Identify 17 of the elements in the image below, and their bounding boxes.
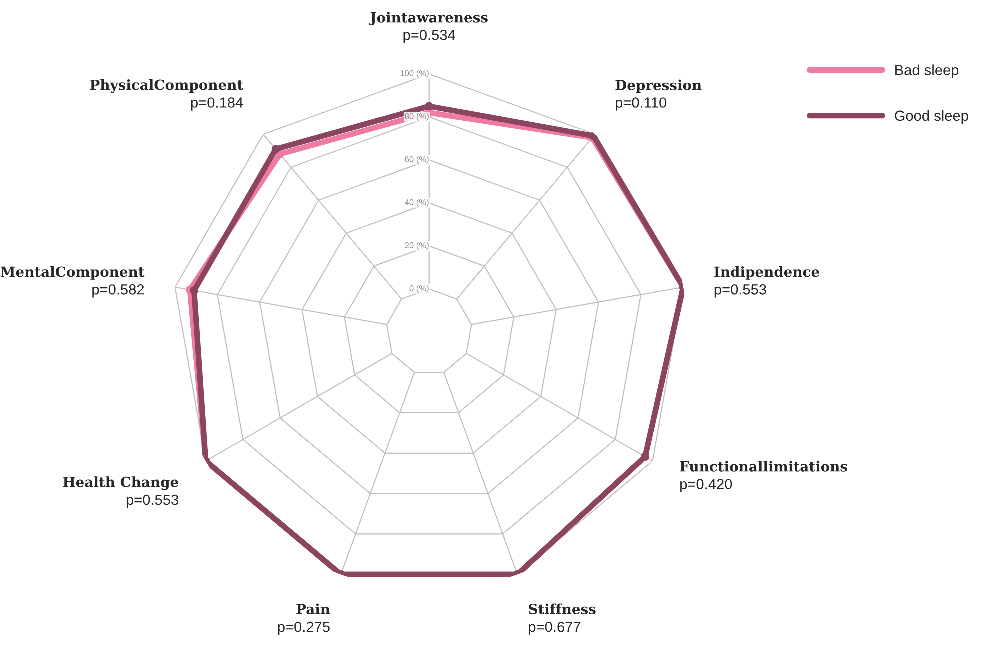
spoke-label: Health Change p=0.553 bbox=[63, 476, 178, 508]
spoke-label: Functionallimitations p=0.420 bbox=[680, 461, 848, 492]
spoke-label: Jointawareness p=0.534 bbox=[369, 12, 488, 44]
y-tick-label: 100 (%) bbox=[400, 70, 429, 78]
spoke-label: Stiffness p=0.677 bbox=[529, 604, 596, 636]
y-tick-label: 80 (%) bbox=[405, 113, 429, 122]
legend-label: Bad sleep bbox=[896, 64, 959, 78]
spoke-label: Pain p=0.275 bbox=[278, 604, 330, 636]
legend-label: Good sleep bbox=[895, 110, 968, 124]
spoke-label: Depression p=0.110 bbox=[616, 80, 702, 111]
y-tick-label: 60 (%) bbox=[405, 156, 429, 164]
y-tick-label: 0 (%) bbox=[410, 285, 429, 294]
spoke-label: MentalComponent p=0.582 bbox=[0, 266, 145, 298]
spoke-label: Indipendence p=0.553 bbox=[714, 266, 820, 298]
y-tick-label: 20 (%) bbox=[405, 242, 429, 250]
spoke-label: PhysicalComponent p=0.184 bbox=[90, 80, 244, 111]
y-tick-label: 40 (%) bbox=[404, 199, 429, 208]
